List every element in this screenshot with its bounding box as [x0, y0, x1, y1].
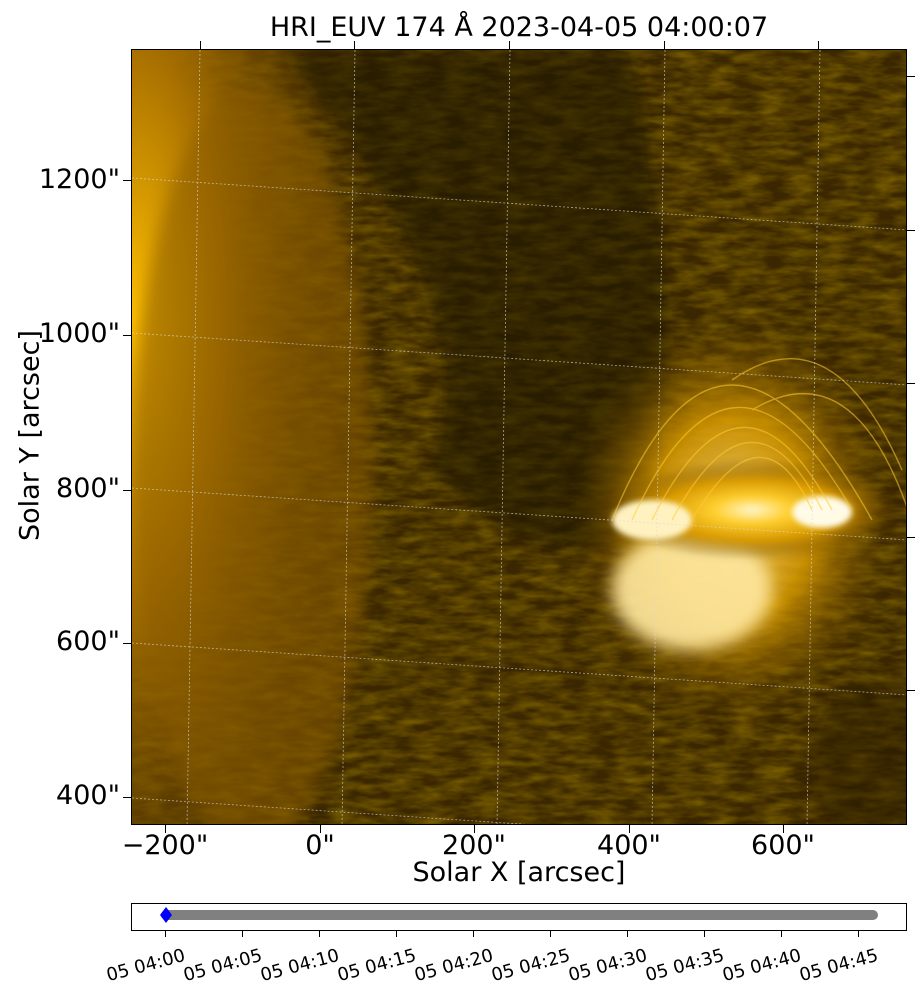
right-tick [907, 690, 915, 691]
x-tick [783, 825, 784, 833]
y-tick-label: 1200" [38, 164, 120, 195]
time-tick [473, 931, 474, 937]
time-slider-track [160, 907, 878, 923]
current-frame-marker[interactable] [160, 907, 172, 923]
right-tick [907, 383, 915, 384]
right-tick [907, 76, 915, 77]
sun-euv-image [132, 50, 906, 824]
x-tick [165, 825, 166, 833]
x-tick-label: 200" [442, 830, 506, 861]
y-axis-label: Solar Y [arcsec] [14, 330, 46, 541]
x-tick [320, 825, 321, 833]
time-tick [319, 931, 320, 937]
time-tick [627, 931, 628, 937]
time-tick [242, 931, 243, 937]
time-tick [396, 931, 397, 937]
top-tick [509, 41, 510, 49]
x-tick [629, 825, 630, 833]
y-tick [123, 180, 131, 181]
time-tick [781, 931, 782, 937]
x-tick-label: 400" [597, 830, 661, 861]
x-tick-label: −200" [121, 830, 209, 861]
y-tick-label: 1000" [38, 318, 120, 349]
time-tick [550, 931, 551, 937]
y-tick [123, 335, 131, 336]
y-tick-label: 600" [56, 626, 120, 657]
time-label: 05 04:45 [797, 945, 881, 987]
y-tick [123, 643, 131, 644]
y-tick-label: 800" [56, 473, 120, 504]
x-tick [474, 825, 475, 833]
time-slider[interactable] [131, 903, 907, 931]
x-tick-label: 600" [751, 830, 815, 861]
y-tick [123, 490, 131, 491]
y-tick-label: 400" [56, 780, 120, 811]
right-tick [907, 230, 915, 231]
top-tick [354, 41, 355, 49]
top-tick [818, 41, 819, 49]
top-tick [200, 41, 201, 49]
time-tick [165, 931, 166, 937]
solar-image-panel [131, 49, 907, 825]
y-tick [123, 797, 131, 798]
top-tick [664, 41, 665, 49]
time-tick [704, 931, 705, 937]
x-tick-label: 0" [305, 830, 335, 861]
right-tick [907, 537, 915, 538]
plot-title: HRI_EUV 174 Å 2023-04-05 04:00:07 [269, 12, 769, 43]
time-tick [858, 931, 859, 937]
x-axis-label: Solar X [arcsec] [412, 857, 626, 888]
